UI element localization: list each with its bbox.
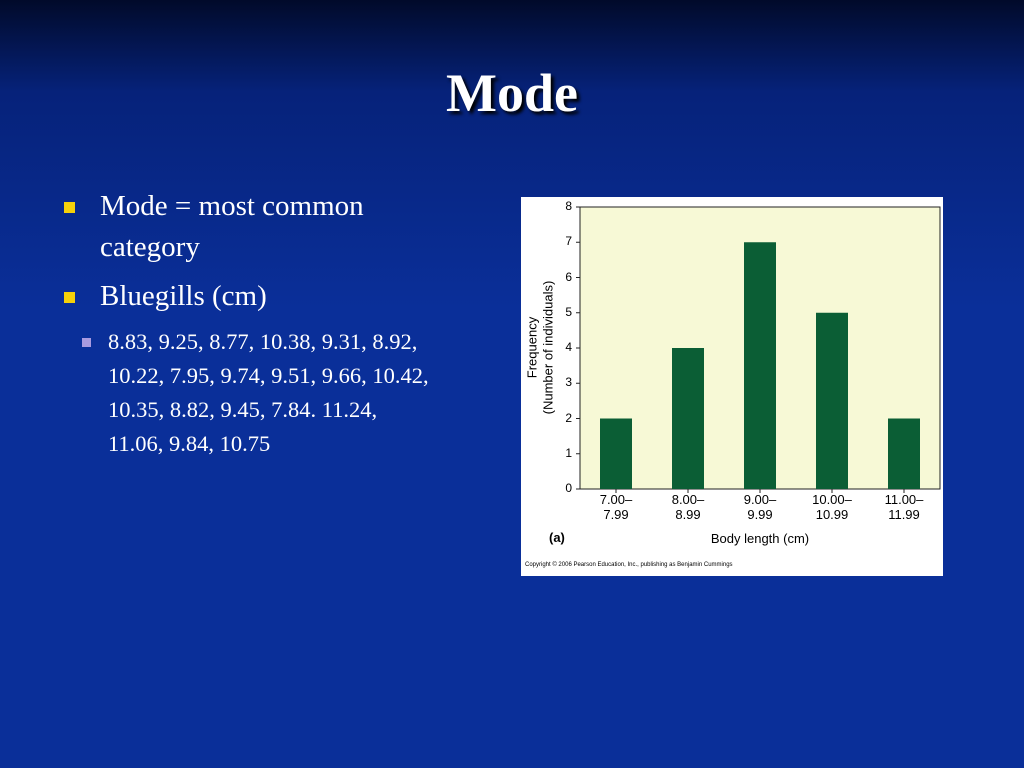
panel-label: (a): [549, 530, 565, 545]
y-tick-label: 8: [565, 199, 572, 213]
y-axis-label: Frequency: [524, 316, 540, 379]
copyright: Copyright © 2006 Pearson Education, Inc.…: [525, 562, 733, 568]
y-tick-label: 4: [565, 340, 572, 354]
y-tick-label: 6: [565, 269, 572, 284]
y-tick-label: 3: [565, 375, 572, 390]
x-tick-label: 10.00–10.99: [812, 492, 852, 522]
chart-image: 0 1 2 3 4 5 6 7 8 7.00–7.99 8.00–8.99 9.00–9.99 10.0…: [521, 197, 943, 576]
x-tick-label: 7.00–7.99: [599, 492, 633, 522]
bar: [600, 418, 632, 489]
y-tick-label: 5: [565, 304, 572, 319]
y-tick-label: 7: [565, 234, 572, 249]
bullet: Bluegills (cm): [62, 276, 430, 317]
x-tick-label: 8.00–8.99: [671, 492, 705, 522]
y-tick-label: 1: [565, 445, 572, 460]
bullet: Mode = most common category: [62, 186, 430, 268]
slide-title: Mode: [446, 63, 578, 123]
bar: [816, 312, 848, 489]
bar: [672, 348, 704, 489]
bar: [888, 418, 920, 489]
chart: [576, 206, 941, 493]
x-tick-label: 11.00–11.99: [884, 492, 924, 522]
y-tick-label: 0: [565, 481, 572, 495]
bullet-list: Mode = most common category Bluegills (cm…: [62, 186, 502, 461]
sub-bullet: 8.83, 9.25, 8.77, 10.38, 9.31, 8.92, 10.…: [62, 325, 438, 461]
bar: [744, 242, 776, 489]
y-axis-label: (Number of individuals): [540, 280, 556, 415]
x-tick-label: 9.00–9.99: [743, 492, 777, 522]
y-tick-label: 2: [565, 410, 572, 425]
x-axis-label: Body length (cm): [710, 531, 810, 546]
